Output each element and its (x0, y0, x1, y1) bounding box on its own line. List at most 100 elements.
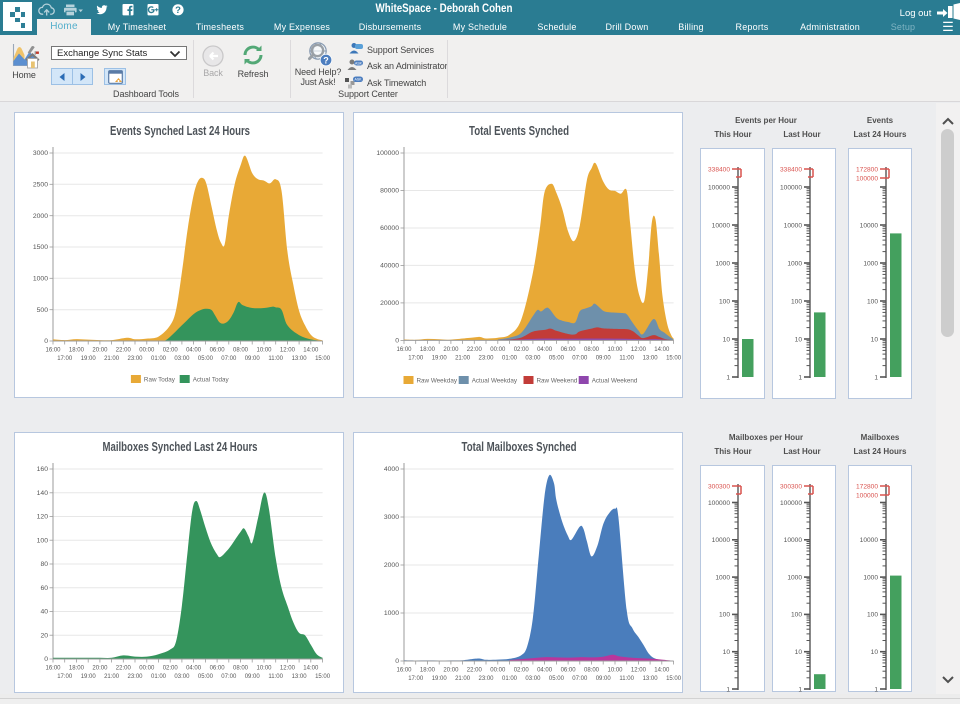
svg-text:22:00: 22:00 (467, 668, 483, 674)
svg-text:15:00: 15:00 (666, 676, 682, 682)
svg-text:18:00: 18:00 (69, 348, 85, 354)
svg-text:100000: 100000 (708, 500, 730, 507)
svg-text:15:00: 15:00 (315, 356, 331, 362)
svg-text:10: 10 (795, 649, 803, 656)
svg-text:1000: 1000 (863, 574, 878, 581)
svg-text:140: 140 (37, 490, 49, 497)
svg-text:0: 0 (44, 338, 48, 345)
svg-text:10000: 10000 (784, 222, 803, 229)
svg-text:ASK: ASK (355, 61, 363, 65)
svg-text:09:00: 09:00 (245, 356, 261, 362)
svg-text:17:00: 17:00 (408, 355, 424, 361)
svg-text:10:00: 10:00 (256, 348, 272, 354)
svg-text:21:00: 21:00 (455, 355, 471, 361)
svg-text:338400: 338400 (708, 166, 730, 173)
svg-text:19:00: 19:00 (432, 676, 448, 682)
svg-text:500: 500 (37, 307, 49, 314)
svg-text:03:00: 03:00 (525, 676, 541, 682)
svg-text:ASK: ASK (354, 78, 362, 82)
svg-text:10000: 10000 (784, 537, 803, 544)
svg-text:09:00: 09:00 (245, 674, 261, 680)
svg-text:06:00: 06:00 (561, 347, 577, 353)
svg-text:100: 100 (867, 298, 878, 305)
svg-text:03:00: 03:00 (174, 356, 190, 362)
svg-text:05:00: 05:00 (198, 356, 214, 362)
svg-text:Total Events Synched: Total Events Synched (469, 123, 569, 138)
svg-text:08:00: 08:00 (233, 666, 249, 672)
svg-text:13:00: 13:00 (643, 676, 659, 682)
svg-text:06:00: 06:00 (210, 666, 226, 672)
svg-text:00:00: 00:00 (490, 347, 506, 353)
svg-text:02:00: 02:00 (163, 666, 179, 672)
svg-text:10:00: 10:00 (607, 347, 623, 353)
svg-text:1000: 1000 (715, 260, 730, 267)
svg-text:13:00: 13:00 (292, 356, 308, 362)
svg-text:04:00: 04:00 (537, 668, 553, 674)
svg-text:Actual Today: Actual Today (193, 377, 230, 384)
svg-text:100000: 100000 (856, 175, 878, 182)
svg-text:02:00: 02:00 (514, 668, 530, 674)
svg-text:23:00: 23:00 (127, 356, 143, 362)
svg-text:11:00: 11:00 (268, 674, 283, 680)
svg-text:06:00: 06:00 (561, 668, 577, 674)
svg-text:00:00: 00:00 (139, 666, 155, 672)
svg-text:01:00: 01:00 (502, 355, 518, 361)
svg-text:17:00: 17:00 (408, 676, 424, 682)
svg-text:20: 20 (40, 632, 48, 639)
svg-text:07:00: 07:00 (572, 355, 588, 361)
svg-text:172800: 172800 (856, 483, 878, 490)
svg-text:10: 10 (871, 336, 879, 343)
svg-text:06:00: 06:00 (210, 348, 226, 354)
svg-text:Raw Weekday: Raw Weekday (417, 378, 458, 385)
svg-text:2000: 2000 (33, 213, 48, 220)
svg-text:04:00: 04:00 (186, 348, 202, 354)
svg-text:23:00: 23:00 (127, 674, 143, 680)
svg-text:Mailboxes Synched Last 24 Hour: Mailboxes Synched Last 24 Hours (103, 439, 258, 454)
svg-text:16:00: 16:00 (396, 668, 412, 674)
svg-text:16:00: 16:00 (45, 666, 61, 672)
svg-text:10: 10 (795, 336, 803, 343)
svg-text:100: 100 (719, 612, 730, 619)
svg-text:12:00: 12:00 (280, 666, 296, 672)
svg-text:80: 80 (40, 561, 48, 568)
svg-text:3000: 3000 (384, 514, 399, 521)
svg-text:19:00: 19:00 (432, 355, 448, 361)
svg-text:05:00: 05:00 (198, 674, 214, 680)
svg-text:Actual Weekend: Actual Weekend (592, 378, 638, 385)
svg-text:1000: 1000 (787, 260, 802, 267)
svg-text:0: 0 (395, 338, 399, 345)
svg-text:00:00: 00:00 (490, 668, 506, 674)
svg-text:16:00: 16:00 (45, 348, 61, 354)
svg-text:20:00: 20:00 (92, 348, 108, 354)
svg-text:22:00: 22:00 (116, 666, 132, 672)
svg-text:13:00: 13:00 (292, 674, 308, 680)
svg-text:100000: 100000 (376, 150, 399, 157)
svg-text:01:00: 01:00 (151, 356, 167, 362)
svg-text:1500: 1500 (33, 244, 48, 251)
svg-text:20:00: 20:00 (443, 668, 459, 674)
svg-text:100000: 100000 (780, 500, 802, 507)
svg-text:17:00: 17:00 (57, 674, 73, 680)
svg-text:21:00: 21:00 (104, 356, 120, 362)
svg-text:14:00: 14:00 (303, 666, 319, 672)
svg-text:120: 120 (37, 514, 49, 521)
svg-text:60000: 60000 (380, 225, 399, 232)
svg-text:10000: 10000 (712, 222, 731, 229)
svg-text:11:00: 11:00 (268, 356, 283, 362)
svg-text:22:00: 22:00 (116, 348, 132, 354)
svg-text:23:00: 23:00 (478, 676, 494, 682)
svg-text:05:00: 05:00 (549, 355, 565, 361)
svg-text:04:00: 04:00 (186, 666, 202, 672)
svg-text:09:00: 09:00 (596, 355, 612, 361)
svg-text:14:00: 14:00 (654, 347, 670, 353)
svg-text:3000: 3000 (33, 150, 48, 157)
svg-text:02:00: 02:00 (163, 348, 179, 354)
svg-text:1000: 1000 (787, 574, 802, 581)
svg-text:12:00: 12:00 (631, 668, 647, 674)
svg-text:07:00: 07:00 (572, 676, 588, 682)
svg-text:100: 100 (37, 538, 49, 545)
svg-text:08:00: 08:00 (584, 347, 600, 353)
svg-text:1: 1 (798, 686, 802, 693)
svg-text:300300: 300300 (780, 483, 802, 490)
svg-text:02:00: 02:00 (514, 347, 530, 353)
